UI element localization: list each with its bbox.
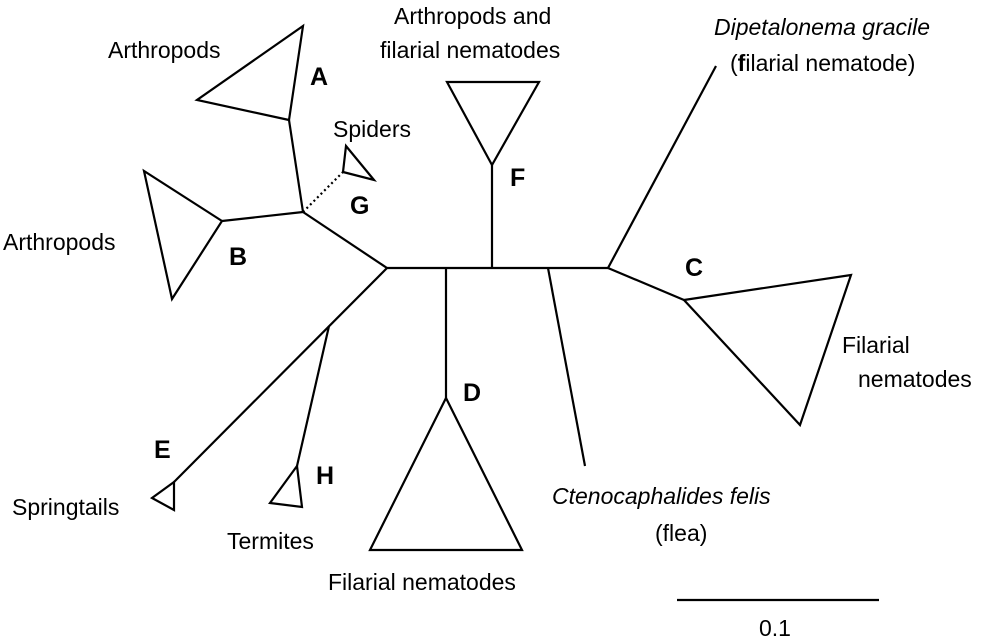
clade-h-taxon: Termites [227,528,314,554]
clade-e-letter: E [154,436,171,464]
scale-bar-label: 0.1 [759,615,791,641]
clade-c-triangle [681,273,853,428]
clade-a-triangle [194,23,305,122]
clade-h-letter: H [316,462,334,490]
clade-b-triangle [142,168,224,302]
clade-c-taxon-line1: Filarial [842,332,910,358]
branch-to-clade-a [287,119,305,213]
clade-c-letter: C [685,254,703,282]
dipetalonema-note-open: ( [730,50,738,76]
clade-d-triangle [368,395,524,552]
dipetalonema-note-rest: ilarial nematode) [745,50,915,76]
branch-to-clade-b [221,210,304,223]
clade-e-triangle [149,479,176,512]
clade-f-triangle [445,80,541,168]
clade-triangles [142,23,853,552]
branch-to-ctenocephalides [546,267,587,467]
branch-to-ab-node [302,211,388,269]
clade-a-taxon: Arthropods [108,37,221,63]
dipetalonema-note: (filarial nematode) [730,50,915,76]
clade-g-taxon: Spiders [333,116,411,142]
tree-branches [173,65,717,483]
dipetalonema-name: Dipetalonema gracile [714,14,930,40]
clade-f-letter: F [510,164,525,192]
clade-g-letter: G [350,192,369,220]
clade-letters: A B C D E F G H [154,63,703,490]
scale-bar: 0.1 [677,598,879,641]
branch-to-clade-c [607,266,685,302]
clade-h-triangle [268,463,304,509]
clade-a-letter: A [310,63,328,91]
clade-d-taxon: Filarial nematodes [328,569,516,595]
branch-to-clade-e [173,267,388,483]
ctenocephalides-note: (flea) [655,520,707,546]
clade-d-letter: D [463,379,481,407]
ctenocephalides-name: Ctenocaphalides felis [552,483,771,509]
branch-to-clade-g [302,171,344,213]
branch-to-dipetalonema [607,65,717,269]
clade-e-taxon: Springtails [12,494,119,520]
clade-b-letter: B [229,243,247,271]
dipetalonema-note-bold: f [738,50,746,76]
clade-g-triangle [341,143,377,182]
clade-b-taxon: Arthropods [3,229,116,255]
branch-to-clade-h [295,325,331,467]
taxon-labels: Arthropods Arthropods Spiders Arthropods… [3,3,972,595]
clade-f-taxon-line2: filarial nematodes [380,37,560,63]
clade-f-taxon-line1: Arthropods and [394,3,551,29]
clade-c-taxon-line2: nematodes [858,366,972,392]
